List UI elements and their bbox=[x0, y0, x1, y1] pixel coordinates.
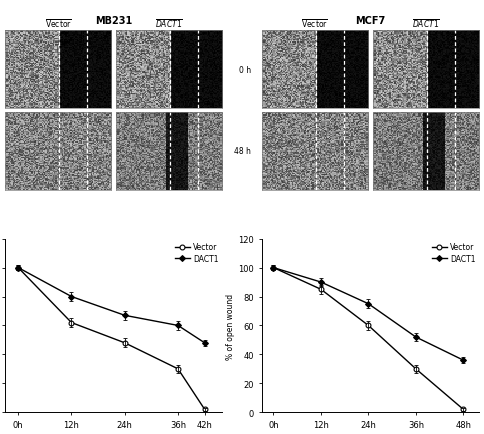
DACT1 bbox=[460, 358, 466, 363]
DACT1 bbox=[271, 265, 276, 270]
Vector bbox=[365, 323, 371, 328]
DACT1 bbox=[202, 340, 208, 345]
Y-axis label: 0 h: 0 h bbox=[239, 66, 251, 75]
Line: DACT1: DACT1 bbox=[16, 266, 207, 345]
Legend: Vector, DACT1: Vector, DACT1 bbox=[175, 243, 219, 263]
Title: $\overline{\mathit{DACT1}}$: $\overline{\mathit{DACT1}}$ bbox=[412, 19, 440, 31]
DACT1 bbox=[413, 335, 419, 340]
Line: Vector: Vector bbox=[16, 266, 207, 412]
Vector bbox=[69, 320, 75, 326]
Line: DACT1: DACT1 bbox=[272, 266, 466, 362]
Text: MCF7: MCF7 bbox=[355, 16, 385, 26]
Y-axis label: 48 h: 48 h bbox=[234, 147, 251, 156]
Vector bbox=[460, 407, 466, 412]
Title: $\overline{\mathit{DACT1}}$: $\overline{\mathit{DACT1}}$ bbox=[155, 19, 183, 31]
Y-axis label: % of open wound: % of open wound bbox=[227, 293, 235, 358]
DACT1 bbox=[15, 265, 21, 270]
Legend: Vector, DACT1: Vector, DACT1 bbox=[432, 243, 475, 263]
Title: $\overline{\mathrm{Vector}}$: $\overline{\mathrm{Vector}}$ bbox=[302, 19, 329, 31]
DACT1 bbox=[122, 313, 128, 318]
Vector bbox=[271, 265, 276, 270]
Title: $\overline{\mathrm{Vector}}$: $\overline{\mathrm{Vector}}$ bbox=[45, 19, 72, 31]
DACT1 bbox=[175, 323, 181, 328]
DACT1 bbox=[318, 280, 324, 285]
DACT1 bbox=[365, 302, 371, 307]
Vector bbox=[175, 366, 181, 372]
Line: Vector: Vector bbox=[271, 266, 466, 412]
Vector bbox=[15, 265, 21, 270]
Text: MB231: MB231 bbox=[95, 16, 132, 26]
Vector bbox=[202, 407, 208, 412]
Vector bbox=[318, 287, 324, 292]
DACT1 bbox=[69, 294, 75, 299]
Vector bbox=[413, 366, 419, 372]
Vector bbox=[122, 340, 128, 345]
